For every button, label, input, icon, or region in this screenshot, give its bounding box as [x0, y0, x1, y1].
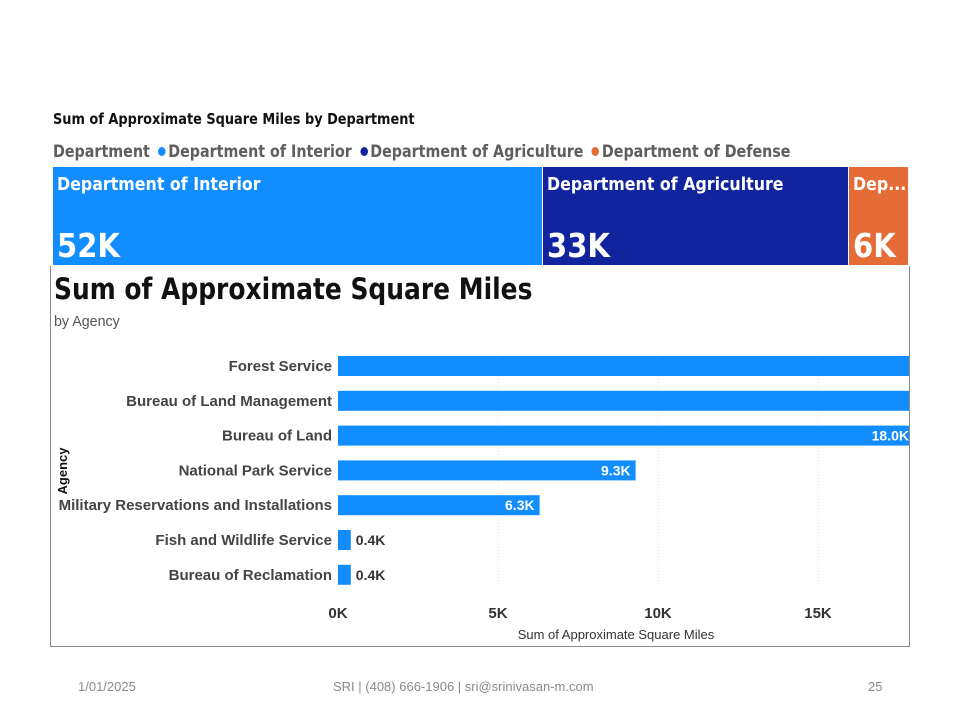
footer-contact: SRI | (408) 666-1906 | sri@srinivasan-m.… [333, 679, 594, 694]
x-axis-title: Sum of Approximate Square Miles [518, 627, 715, 642]
data-label: 0.4K [356, 532, 386, 548]
y-axis-title: Agency [55, 447, 70, 495]
bar[interactable] [338, 390, 909, 411]
x-tick-label: 15K [804, 605, 832, 622]
legend-dot-icon [360, 147, 368, 156]
category-label: Military Reservations and Installations [59, 497, 332, 514]
data-label: 18.0K [872, 428, 909, 444]
data-label: 6.3K [505, 497, 535, 513]
bar[interactable] [338, 425, 909, 446]
bar[interactable] [338, 495, 540, 516]
legend-dot-icon [591, 147, 600, 156]
category-label: National Park Service [179, 462, 332, 479]
tile-label: Department of Interior [57, 174, 261, 195]
x-tick-label: 0K [328, 605, 347, 622]
tile-label: Department of Agriculture [547, 174, 784, 195]
bar-chart-subtitle: by Agency [54, 313, 120, 330]
bar-chart-title: Sum of Approximate Square Miles [54, 272, 533, 306]
legend-item-interior[interactable]: Department of Interior [158, 142, 357, 162]
bar[interactable] [338, 530, 351, 550]
legend-item-defense[interactable]: Department of Defense [591, 142, 790, 162]
bar[interactable] [338, 460, 636, 481]
bar[interactable] [338, 564, 351, 585]
agency-bar-chart: 0K5K10K15K20K25K30KForest Service32.7KBu… [55, 352, 909, 642]
bar[interactable] [338, 356, 909, 376]
treemap-tile-interior[interactable]: Department of Interior 52K [53, 167, 542, 265]
treemap-tile-defense[interactable]: Dep... 6K [849, 167, 908, 265]
x-tick-label: 5K [488, 605, 507, 622]
data-label: 9.3K [601, 462, 631, 478]
legend-dot-icon [158, 147, 166, 156]
x-tick-label: 10K [644, 605, 672, 622]
treemap-title: Sum of Approximate Square Miles by Depar… [53, 110, 415, 128]
tile-value: 6K [853, 226, 896, 265]
tile-label: Dep... [853, 174, 907, 195]
category-label: Bureau of Reclamation [169, 567, 332, 584]
footer-date: 1/01/2025 [78, 679, 136, 694]
data-label: 0.4K [356, 567, 386, 583]
department-treemap: Department of Interior 52K Department of… [53, 167, 908, 265]
tile-value: 52K [57, 226, 120, 265]
agency-bar-chart-panel: Sum of Approximate Square Miles by Agenc… [50, 266, 910, 647]
legend-item-agriculture[interactable]: Department of Agriculture [360, 142, 588, 162]
treemap-tile-agriculture[interactable]: Department of Agriculture 33K [543, 167, 848, 265]
category-label: Bureau of Land [222, 428, 332, 445]
page-number: 25 [868, 679, 883, 694]
category-label: Bureau of Land Management [126, 393, 332, 410]
legend-title: Department [53, 142, 150, 162]
tile-value: 33K [547, 226, 610, 265]
treemap-legend: Department Department of Interior Depart… [53, 142, 790, 162]
category-label: Fish and Wildlife Service [155, 532, 332, 549]
category-label: Forest Service [229, 358, 332, 375]
